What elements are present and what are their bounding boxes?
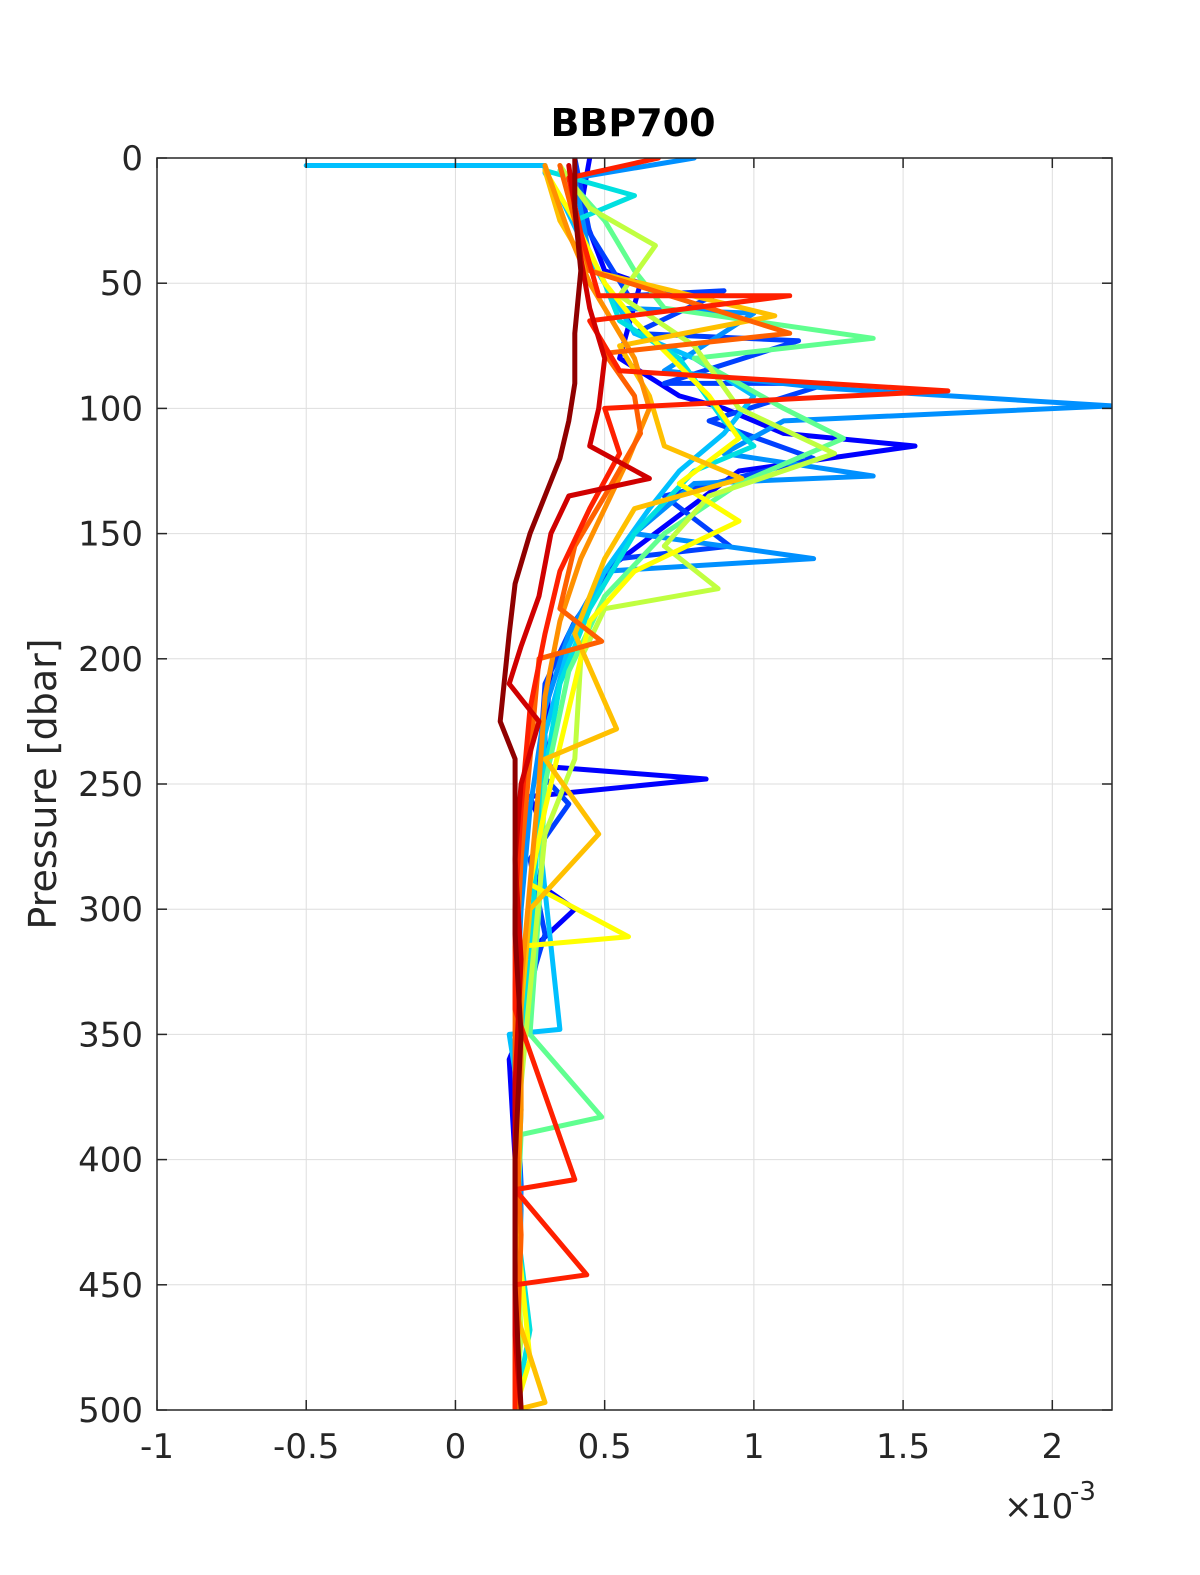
- chart-title: BBP700: [550, 101, 715, 145]
- x-tick-labels: -1 -0.5 0 0.5 1 1.5 2: [140, 1427, 1063, 1467]
- y-tick-labels: 0 50 100 150 200 250 300 350 400 450 500: [78, 139, 143, 1431]
- x-tick-label: 1.5: [876, 1427, 930, 1467]
- series-line: [512, 158, 951, 1410]
- y-tick-label: 450: [78, 1266, 143, 1306]
- series-line: [497, 158, 584, 1410]
- x-tick-label: 2: [1041, 1427, 1063, 1467]
- plot-frame: [156, 157, 1113, 1411]
- series-group: [303, 158, 1112, 1410]
- x-tick-label: 0.5: [578, 1427, 632, 1467]
- series-line: [506, 163, 652, 1410]
- exponent-power: -3: [1070, 1477, 1096, 1507]
- y-tick-label: 250: [78, 765, 143, 805]
- x-tick-label: -0.5: [273, 1427, 339, 1467]
- y-tick-label: 200: [78, 640, 143, 680]
- y-tick-label: 50: [100, 264, 143, 304]
- x-tick-label: -1: [140, 1427, 174, 1467]
- series-line: [512, 168, 876, 1410]
- y-tick-label: 300: [78, 890, 143, 930]
- y-tick-label: 0: [121, 139, 143, 179]
- y-tick-label: 100: [78, 389, 143, 429]
- y-axis-label: Pressure [dbar]: [21, 638, 65, 929]
- y-tick-label: 350: [78, 1015, 143, 1055]
- exponent-times: ×: [1004, 1487, 1033, 1527]
- y-tick-label: 150: [78, 515, 143, 555]
- exponent-base: 10: [1030, 1487, 1073, 1527]
- x-tick-label: 1: [743, 1427, 765, 1467]
- y-tick-label: 500: [78, 1391, 143, 1431]
- x-axis-exponent: × 10 -3: [1004, 1477, 1096, 1527]
- x-tick-label: 0: [445, 1427, 467, 1467]
- y-tick-label: 400: [78, 1141, 143, 1181]
